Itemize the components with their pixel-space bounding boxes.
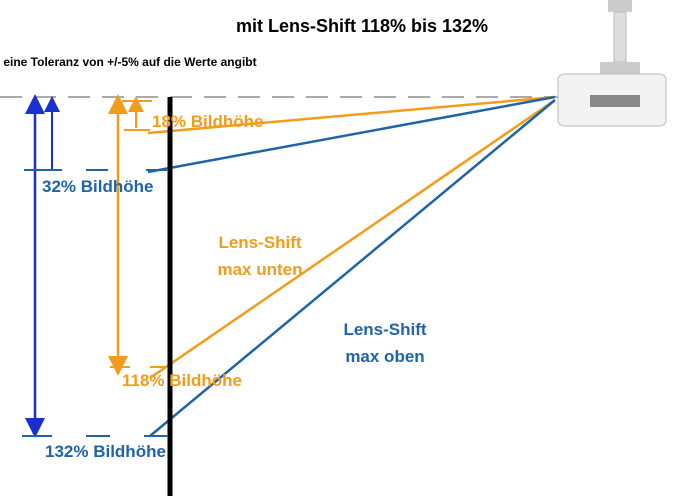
- title: mit Lens-Shift 118% bis 132%: [236, 16, 488, 36]
- diagram: mit Lens-Shift 118% bis 132% t eine Tole…: [0, 0, 680, 496]
- label: 132% Bildhöhe: [45, 442, 166, 461]
- annotation: max oben: [345, 347, 424, 366]
- note: t eine Toleranz von +/-5% auf die Werte …: [0, 55, 257, 69]
- label: 32% Bildhöhe: [42, 177, 153, 196]
- label: 118% Bildhöhe: [122, 371, 242, 390]
- label: 18% Bildhöhe: [152, 112, 263, 131]
- projector: [558, 0, 666, 126]
- annotation: max unten: [217, 260, 302, 279]
- annotation: Lens-Shift: [218, 233, 301, 252]
- ray: [148, 97, 555, 172]
- annotation: Lens-Shift: [343, 320, 426, 339]
